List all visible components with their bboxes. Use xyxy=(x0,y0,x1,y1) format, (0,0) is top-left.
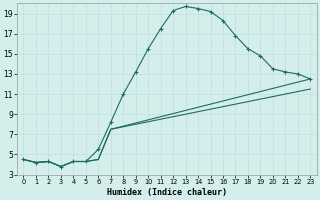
X-axis label: Humidex (Indice chaleur): Humidex (Indice chaleur) xyxy=(107,188,227,197)
